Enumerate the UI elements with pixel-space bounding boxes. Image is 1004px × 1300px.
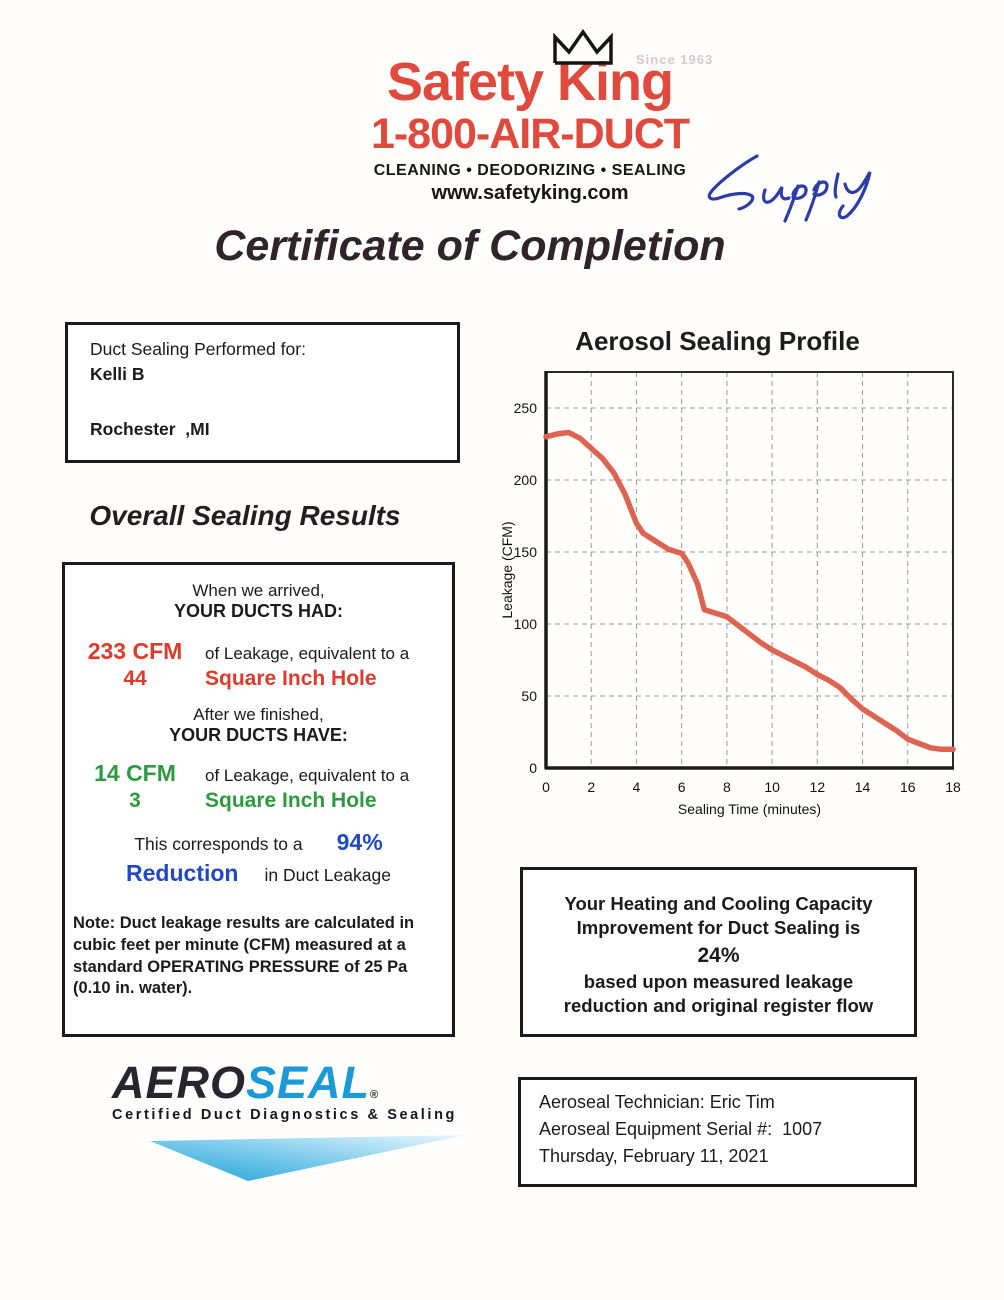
aeroseal-tagline: Certified Duct Diagnostics & Sealing: [112, 1107, 457, 1123]
capacity-line2: Improvement for Duct Sealing is: [576, 917, 861, 939]
y-tick-label: 100: [514, 616, 538, 632]
aeroseal-wordmark: AEROSEAL®: [112, 1060, 492, 1105]
reduction-prefix: This corresponds to a: [134, 834, 303, 854]
chart-frame: [545, 371, 954, 769]
x-tick-label: 18: [945, 779, 961, 795]
aeroseal-swoosh-icon: [150, 1135, 465, 1181]
technician-name: Aeroseal Technician: Eric Tim: [539, 1092, 775, 1112]
equipment-serial: Aeroseal Equipment Serial #: 1007: [539, 1119, 823, 1139]
leakage-note: Note: Duct leakage results are calculate…: [73, 914, 415, 998]
reduction-suffix: in Duct Leakage: [264, 865, 391, 885]
safety-king-logo: Since 1963 Safety King 1-800-AIR-DUCT CL…: [320, 26, 740, 205]
brand-services: CLEANING • DEODORIZING • SEALING: [373, 161, 687, 179]
before-cfm-value: 233 CFM: [87, 638, 183, 664]
sealing-chart: 0 50 100 150 200 250 0 2 4 6 8 10 12 14 16 18 Sealing Ti…: [498, 360, 973, 820]
handwritten-signature: [707, 154, 872, 223]
after-cfm-desc: of Leakage, equivalent to a: [205, 766, 410, 785]
x-tick-label: 8: [723, 779, 731, 795]
spacer: [65, 746, 452, 758]
brand-phone: 1-800-AIR-DUCT: [370, 109, 690, 158]
service-date: Thursday, February 11, 2021: [539, 1146, 769, 1166]
reduction-percent: 94%: [336, 829, 383, 855]
y-axis-title: Leakage (CFM): [499, 521, 515, 618]
capacity-line4: reduction and original register flow: [563, 995, 874, 1017]
y-tick-label: 0: [529, 760, 537, 776]
x-tick-label: 16: [900, 779, 916, 795]
after-line1: After we finished,: [193, 705, 324, 724]
x-tick-label: 4: [633, 779, 641, 795]
x-tick-label: 0: [542, 779, 550, 795]
chart-title: Aerosol Sealing Profile: [575, 326, 860, 356]
customer-city: Rochester ,MI: [90, 419, 210, 439]
reduction-row2: Reduction in Duct Leakage: [65, 860, 452, 887]
after-line2: YOUR DUCTS HAVE:: [169, 725, 348, 745]
crown-icon: [553, 28, 613, 65]
y-tick-label: 250: [514, 400, 538, 416]
since-text: Since 1963: [636, 52, 714, 67]
spacer: [65, 691, 452, 705]
after-cfm-value: 14 CFM: [94, 760, 176, 786]
capacity-box: Your Heating and Cooling Capacity Improv…: [520, 867, 917, 1037]
after-cfm-row: 14 CFM of Leakage, equivalent to a: [65, 760, 452, 787]
sealing-chart-svg: 0 50 100 150 200 250 0 2 4 6 8 10 12 14 16 18 Sealing Ti…: [499, 371, 961, 817]
spacer: [65, 813, 452, 825]
capacity-line3: based upon measured leakage: [583, 971, 854, 993]
aeroseal-logo: AEROSEAL® Certified Duct Diagnostics & S…: [112, 1060, 492, 1185]
customer-name: Kelli B: [90, 364, 145, 384]
reduction-row1: This corresponds to a 94%: [65, 829, 452, 856]
x-tick-label: 14: [855, 779, 871, 795]
results-heading: Overall Sealing Results: [89, 500, 401, 531]
y-tick-label: 50: [521, 688, 537, 704]
capacity-line1: Your Heating and Cooling Capacity: [564, 893, 873, 914]
y-tick-label: 150: [514, 544, 538, 560]
brand-name: Safety King: [386, 52, 674, 112]
before-hole-label: Square Inch Hole: [205, 667, 377, 690]
customer-label: Duct Sealing Performed for:: [90, 339, 306, 359]
customer-box: Duct Sealing Performed for: Kelli B Roch…: [65, 322, 460, 463]
capacity-percent: 24%: [697, 944, 740, 968]
after-hole-number: 3: [129, 789, 141, 812]
x-tick-label: 10: [764, 779, 780, 795]
y-tick-label: 200: [514, 472, 538, 488]
x-tick-label: 2: [587, 779, 595, 795]
spacer: [65, 622, 452, 636]
before-cfm-row: 233 CFM of Leakage, equivalent to a: [65, 638, 452, 665]
before-cfm-desc: of Leakage, equivalent to a: [205, 644, 410, 663]
after-hole-row: 3 Square Inch Hole: [65, 789, 452, 813]
technician-box: Aeroseal Technician: Eric Tim Aeroseal E…: [518, 1077, 917, 1187]
before-line1: When we arrived,: [192, 581, 325, 600]
before-line2: YOUR DUCTS HAD:: [174, 601, 343, 621]
aeroseal-word-part2: SEAL: [246, 1057, 371, 1108]
x-tick-label: 6: [678, 779, 686, 795]
registered-mark: ®: [370, 1089, 380, 1101]
leakage-line: [543, 429, 956, 753]
before-hole-row: 44 Square Inch Hole: [65, 667, 452, 691]
certificate-title: Certificate of Completion: [214, 222, 726, 270]
x-tick-label: 12: [810, 779, 826, 795]
reduction-word: Reduction: [126, 860, 239, 886]
x-axis-title: Sealing Time (minutes): [678, 801, 821, 817]
after-hole-label: Square Inch Hole: [205, 789, 377, 812]
results-box: When we arrived, YOUR DUCTS HAD: 233 CFM…: [62, 562, 455, 1037]
aeroseal-word-part1: AERO: [112, 1057, 247, 1108]
before-hole-number: 44: [123, 667, 147, 690]
brand-website: www.safetyking.com: [431, 181, 629, 204]
